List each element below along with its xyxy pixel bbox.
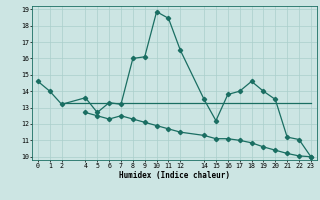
X-axis label: Humidex (Indice chaleur): Humidex (Indice chaleur)	[119, 171, 230, 180]
